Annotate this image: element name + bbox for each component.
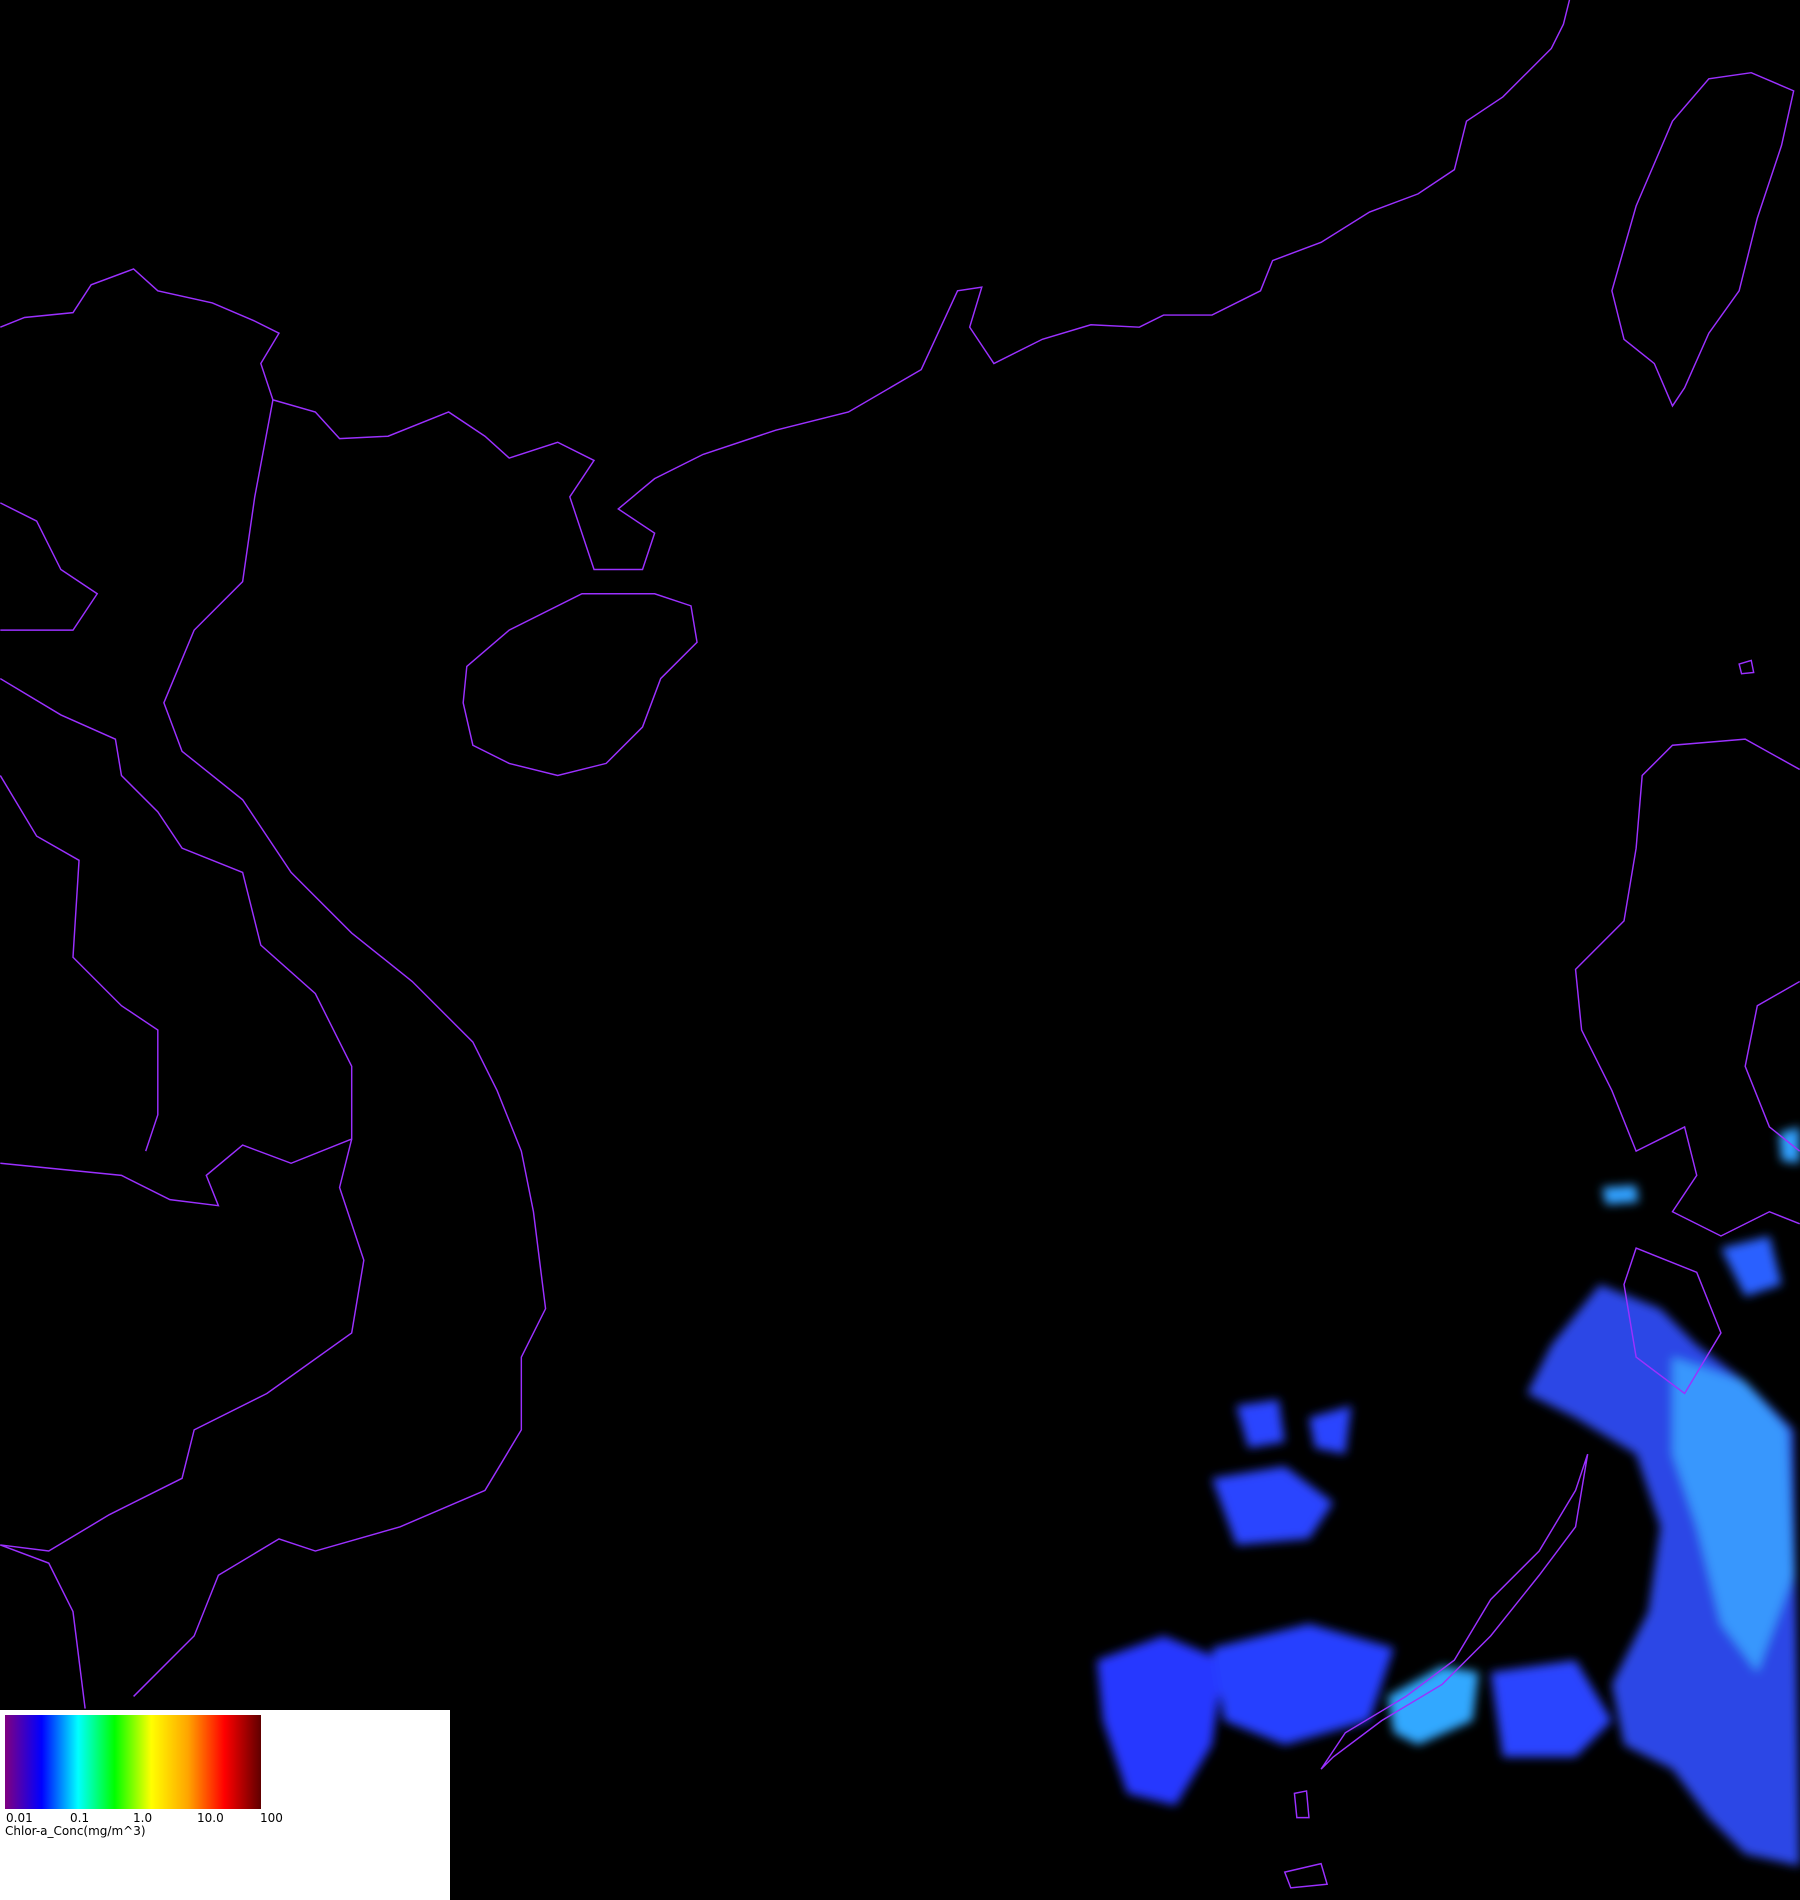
tick-label: 10.0 (197, 1811, 224, 1825)
tick-label: 0.1 (70, 1811, 90, 1825)
island-coast (1738, 659, 1755, 675)
colorbar-legend: 0.01 0.1 1.0 10.0 100 Chlor-a_Conc(mg/m^… (0, 1710, 450, 1900)
chlorophyll-patch (1779, 1126, 1800, 1164)
chlorophyll-patch (1672, 1357, 1794, 1673)
hainan-coast (462, 593, 698, 777)
palawan-coast (1320, 1453, 1589, 1770)
island-coast (1283, 1862, 1329, 1889)
colorbar (5, 1715, 261, 1809)
vietnam-coast (133, 399, 547, 1697)
border (0, 502, 99, 631)
border (0, 1544, 86, 1709)
chlorophyll-patch (1720, 1235, 1782, 1297)
chlorophyll-patch (1212, 1623, 1394, 1745)
chlorophyll-patch (1602, 1185, 1639, 1205)
tick-label: 100 (260, 1811, 283, 1825)
border (0, 677, 353, 1207)
tick-label: 0.01 (6, 1811, 33, 1825)
chlorophyll-patch (1096, 1635, 1225, 1806)
border (0, 1138, 365, 1552)
chlorophyll-patch (1236, 1399, 1285, 1449)
taiwan-coast (1611, 71, 1795, 408)
china-coast (0, 0, 1571, 571)
tick-label: 1.0 (133, 1811, 153, 1825)
chlorophyll-patch (1308, 1405, 1352, 1455)
chlorophyll-patch (1490, 1660, 1612, 1758)
chlorophyll-patches (1096, 1126, 1800, 1867)
border (0, 775, 159, 1152)
colorbar-caption: Chlor-a_Conc(mg/m^3) (5, 1824, 146, 1838)
island-coast (1293, 1790, 1310, 1819)
luzon-coast (1574, 738, 1800, 1237)
island-coast (1744, 980, 1800, 1152)
chlorophyll-patch (1212, 1466, 1334, 1545)
mindoro-coast (1623, 1247, 1722, 1395)
chlorophyll-patch (1387, 1666, 1479, 1745)
